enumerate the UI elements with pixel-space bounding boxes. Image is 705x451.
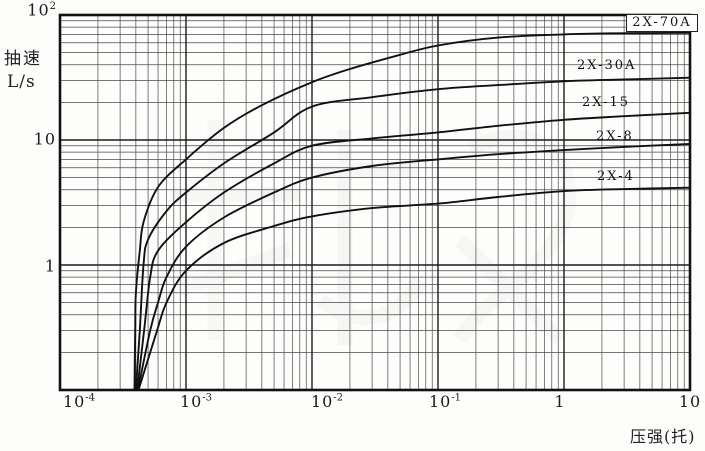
x-tick-label: 10: [678, 392, 702, 411]
series-label-2x-4: 2X-4: [597, 169, 635, 184]
curve-2X-15: [136, 111, 691, 391]
y-axis-unit-label: L/s: [7, 72, 36, 92]
y-tick-label: 1: [44, 256, 56, 276]
x-tick-label: 10-2: [310, 392, 344, 411]
x-tick-label: 10-4: [62, 392, 96, 411]
x-axis-title: 压强(托): [630, 427, 696, 446]
curve-2X-8: [136, 142, 691, 391]
x-tick-label: 10-1: [428, 392, 462, 411]
x-tick-label: 10-3: [179, 392, 213, 411]
y-axis-title: 抽速: [4, 49, 42, 69]
y-tick-label: 102: [27, 0, 56, 20]
series-label-2x-70a: 2X-70A: [626, 14, 698, 32]
curve-2X-30A: [134, 76, 691, 391]
series-label-2x-8: 2X-8: [596, 129, 634, 144]
watermark: [170, 120, 577, 346]
curve-2X-4: [137, 186, 691, 391]
series-label-2x-15: 2X-15: [582, 95, 630, 110]
series-label-2x-30a: 2X-30A: [577, 58, 637, 73]
plot-border: [58, 13, 692, 392]
curve-2X-70A: [133, 31, 691, 391]
y-tick-label: 10: [33, 129, 56, 149]
x-tick-label: 1: [554, 392, 566, 411]
grid-minor-lines: [60, 15, 690, 390]
